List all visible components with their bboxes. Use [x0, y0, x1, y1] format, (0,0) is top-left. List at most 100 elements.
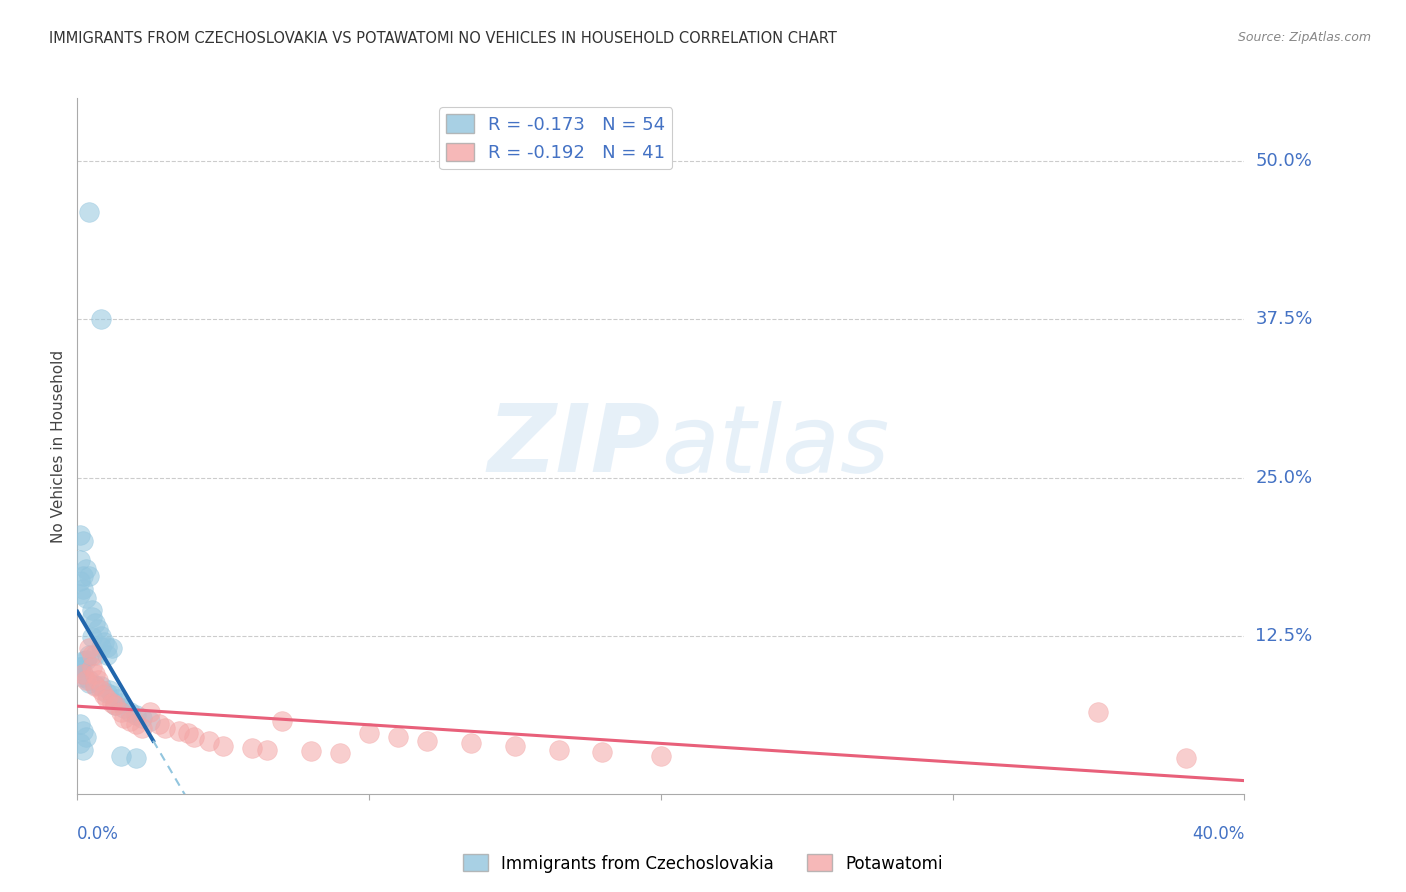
Point	[112, 711, 135, 725]
Point	[90, 640, 112, 654]
Point	[83, 648, 105, 662]
Point	[96, 692, 118, 706]
Point	[69, 574, 91, 589]
Point	[80, 609, 103, 624]
Point	[83, 678, 105, 692]
Point	[118, 714, 141, 728]
Point	[69, 527, 91, 541]
Point	[177, 726, 200, 740]
Point	[90, 629, 112, 643]
Point	[197, 733, 219, 747]
Point	[69, 663, 91, 677]
Point	[72, 533, 94, 548]
Point	[75, 653, 97, 667]
Point	[110, 696, 132, 710]
Point	[112, 701, 135, 715]
Text: 50.0%: 50.0%	[1256, 153, 1312, 170]
Point	[357, 726, 380, 740]
Point	[69, 660, 91, 674]
Point	[139, 714, 162, 728]
Point	[77, 648, 100, 662]
Point	[80, 660, 103, 674]
Point	[72, 666, 94, 681]
Point	[460, 736, 482, 750]
Point	[72, 742, 94, 756]
Point	[98, 683, 121, 698]
Point	[77, 205, 100, 219]
Point	[77, 569, 100, 583]
Point	[299, 744, 322, 758]
Text: IMMIGRANTS FROM CZECHOSLOVAKIA VS POTAWATOMI NO VEHICLES IN HOUSEHOLD CORRELATIO: IMMIGRANTS FROM CZECHOSLOVAKIA VS POTAWA…	[49, 31, 837, 46]
Point	[1174, 751, 1197, 765]
Point	[80, 603, 103, 617]
Point	[131, 711, 153, 725]
Point	[240, 741, 263, 756]
Point	[1087, 705, 1109, 719]
Text: atlas: atlas	[661, 401, 889, 491]
Point	[256, 742, 278, 756]
Point	[80, 648, 103, 662]
Point	[93, 688, 115, 702]
Point	[101, 688, 124, 702]
Point	[131, 721, 153, 735]
Point	[212, 739, 235, 753]
Point	[83, 679, 105, 693]
Point	[75, 562, 97, 576]
Point	[69, 736, 91, 750]
Point	[93, 635, 115, 649]
Point	[124, 751, 148, 765]
Legend: Immigrants from Czechoslovakia, Potawatomi: Immigrants from Czechoslovakia, Potawato…	[456, 847, 950, 880]
Text: ZIP: ZIP	[488, 400, 661, 492]
Point	[83, 616, 105, 631]
Point	[124, 708, 148, 723]
Point	[104, 698, 127, 713]
Point	[592, 745, 614, 759]
Point	[387, 730, 409, 744]
Text: Source: ZipAtlas.com: Source: ZipAtlas.com	[1237, 31, 1371, 45]
Point	[75, 673, 97, 687]
Point	[87, 673, 110, 687]
Point	[77, 673, 100, 687]
Point	[169, 723, 191, 738]
Point	[72, 671, 94, 685]
Point	[69, 717, 91, 731]
Point	[547, 742, 569, 756]
Point	[77, 675, 100, 690]
Point	[101, 641, 124, 656]
Point	[87, 623, 110, 637]
Point	[90, 683, 112, 698]
Point	[153, 721, 176, 735]
Point	[416, 733, 439, 747]
Point	[83, 666, 105, 681]
Point	[96, 640, 118, 654]
Point	[90, 312, 112, 326]
Point	[104, 698, 127, 713]
Point	[77, 641, 100, 656]
Point	[110, 748, 132, 763]
Point	[75, 730, 97, 744]
Point	[72, 723, 94, 738]
Point	[72, 654, 94, 668]
Text: 12.5%: 12.5%	[1256, 627, 1313, 645]
Point	[96, 686, 118, 700]
Point	[72, 569, 94, 583]
Point	[96, 648, 118, 662]
Text: 0.0%: 0.0%	[77, 825, 120, 843]
Point	[72, 582, 94, 596]
Point	[101, 696, 124, 710]
Point	[75, 591, 97, 605]
Y-axis label: No Vehicles in Household: No Vehicles in Household	[51, 350, 66, 542]
Text: 25.0%: 25.0%	[1256, 468, 1313, 487]
Point	[72, 666, 94, 681]
Point	[329, 747, 352, 761]
Text: 40.0%: 40.0%	[1192, 825, 1244, 843]
Point	[80, 630, 103, 644]
Point	[118, 705, 141, 719]
Point	[148, 717, 170, 731]
Point	[124, 717, 148, 731]
Point	[90, 679, 112, 693]
Text: 37.5%: 37.5%	[1256, 310, 1313, 328]
Point	[107, 692, 129, 706]
Point	[69, 553, 91, 567]
Point	[183, 730, 205, 744]
